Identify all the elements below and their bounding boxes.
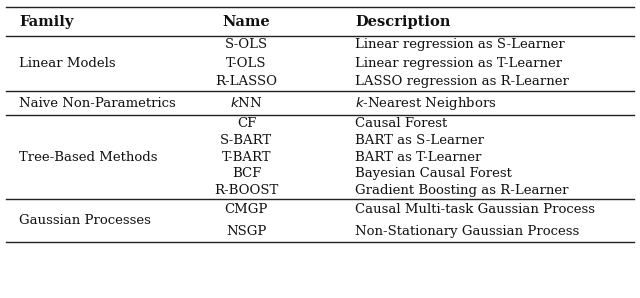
Text: Description: Description — [355, 15, 451, 29]
Text: S-OLS: S-OLS — [225, 38, 268, 52]
Text: CF: CF — [237, 117, 256, 130]
Text: Gradient Boosting as R-Learner: Gradient Boosting as R-Learner — [355, 184, 569, 197]
Text: R-LASSO: R-LASSO — [216, 75, 277, 88]
Text: T-BART: T-BART — [221, 150, 271, 164]
Text: Linear regression as T-Learner: Linear regression as T-Learner — [355, 57, 563, 70]
Text: Non-Stationary Gaussian Process: Non-Stationary Gaussian Process — [355, 225, 579, 238]
Text: Family: Family — [19, 15, 74, 29]
Text: BCF: BCF — [232, 167, 261, 180]
Text: T-OLS: T-OLS — [226, 57, 267, 70]
Text: R-BOOST: R-BOOST — [214, 184, 278, 197]
Text: CMGP: CMGP — [225, 203, 268, 216]
Text: S-BART: S-BART — [220, 134, 273, 147]
Text: Bayesian Causal Forest: Bayesian Causal Forest — [355, 167, 512, 180]
Text: $k$NN: $k$NN — [230, 96, 262, 110]
Text: Causal Multi-task Gaussian Process: Causal Multi-task Gaussian Process — [355, 203, 595, 216]
Text: Tree-Based Methods: Tree-Based Methods — [19, 150, 157, 164]
Text: Gaussian Processes: Gaussian Processes — [19, 214, 151, 227]
Text: Name: Name — [223, 15, 270, 29]
Text: Naive Non-Parametrics: Naive Non-Parametrics — [19, 97, 176, 110]
Text: Causal Forest: Causal Forest — [355, 117, 447, 130]
Text: Linear regression as S-Learner: Linear regression as S-Learner — [355, 38, 565, 52]
Text: NSGP: NSGP — [226, 225, 267, 238]
Text: BART as S-Learner: BART as S-Learner — [355, 134, 484, 147]
Text: $k$-Nearest Neighbors: $k$-Nearest Neighbors — [355, 94, 497, 112]
Text: LASSO regression as R-Learner: LASSO regression as R-Learner — [355, 75, 569, 88]
Text: Linear Models: Linear Models — [19, 57, 116, 70]
Text: BART as T-Learner: BART as T-Learner — [355, 150, 481, 164]
